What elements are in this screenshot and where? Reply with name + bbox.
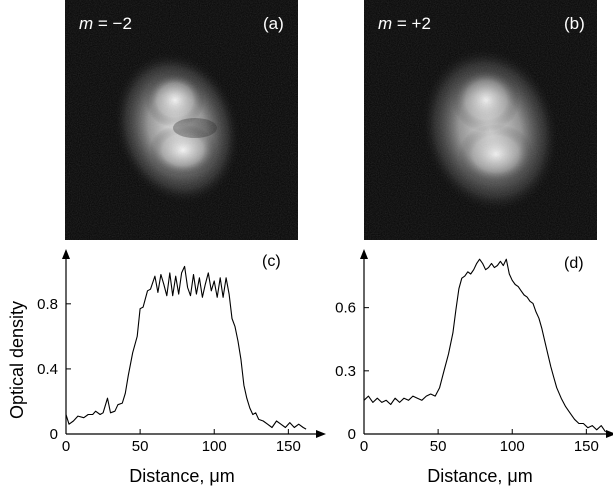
y-tick-label: 0.4 xyxy=(37,361,58,378)
xlabel: Distance, μm xyxy=(427,466,532,486)
cloud-image-a xyxy=(65,0,298,240)
m-value-label-b: m = +2 xyxy=(378,14,431,33)
x-axis-arrow-icon xyxy=(316,430,326,438)
y-axis-arrow-icon xyxy=(360,249,368,259)
x-tick-label: 100 xyxy=(500,438,525,455)
x-tick-label: 50 xyxy=(430,438,447,455)
x-axis-arrow-icon xyxy=(606,430,613,438)
y-tick-label: 0 xyxy=(50,426,58,443)
x-tick-label: 0 xyxy=(62,438,70,455)
absorption-image-b: m = +2 (b) xyxy=(364,0,597,240)
ylabel-c: Optical density xyxy=(7,301,27,419)
x-tick-label: 0 xyxy=(360,438,368,455)
y-tick-label: 0.6 xyxy=(335,300,356,317)
x-tick-label: 100 xyxy=(202,438,227,455)
m-value-label-a: m = −2 xyxy=(79,14,132,33)
x-tick-label: 150 xyxy=(574,438,599,455)
xlabel: Distance, μm xyxy=(129,466,234,486)
y-axis-arrow-icon xyxy=(62,249,70,259)
density-profile-line xyxy=(65,265,307,430)
cloud-image-b xyxy=(364,0,597,240)
y-tick-label: 0 xyxy=(348,426,356,443)
y-tick-label: 0.8 xyxy=(37,296,58,313)
density-profile-line xyxy=(363,258,607,433)
x-tick-label: 50 xyxy=(132,438,149,455)
plot-c: 0 50 100 150 0 0.4 0.8 (c) Distance, μm xyxy=(37,249,326,486)
panel-label-a: (a) xyxy=(263,14,284,33)
x-tick-label: 150 xyxy=(276,438,301,455)
absorption-image-a: m = −2 (a) xyxy=(65,0,298,240)
plot-d: 0 50 100 150 0 0.3 0.6 (d) Distance, μm xyxy=(335,249,613,486)
panel-label-b: (b) xyxy=(564,14,585,33)
panel-label: (d) xyxy=(564,255,584,272)
panel-label: (c) xyxy=(262,253,281,270)
y-tick-label: 0.3 xyxy=(335,363,356,380)
